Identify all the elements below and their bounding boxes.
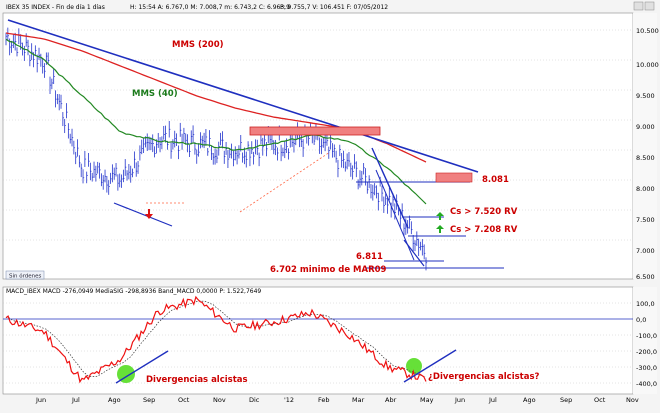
xtick-jun2: Jun (454, 396, 465, 404)
macd-ytick-200n: -200,0 (636, 348, 657, 356)
macd-ytick-100: 100,0 (636, 300, 655, 308)
xtick-nov2: Nov (626, 396, 639, 404)
resistance-zone-8081 (435, 172, 473, 183)
macd-panel (2, 286, 634, 395)
chart-header-ticker: IBEX 35 INDEX - Fin de día 1 días (6, 4, 105, 11)
xtick-nov: Nov (213, 396, 226, 404)
xtick-12: '12 (284, 396, 294, 404)
xtick-jun: Jun (35, 396, 46, 404)
annotation-mms40: MMS (40) (132, 89, 178, 99)
chart-header-extra: P: 9.755,7 V: 106.451 F: 07/05/2012 (280, 4, 388, 11)
xtick-sep: Sep (143, 396, 155, 404)
ytick-8500: 8.500 (636, 154, 655, 162)
xtick-jul: Jul (71, 396, 80, 404)
price-yaxis (633, 13, 657, 279)
ytick-10500: 10.500 (636, 27, 659, 35)
chart-header-ohlc: H: 15:54 A: 6.767,0 M: 7.008,7 m: 6.743,… (130, 4, 290, 11)
ytick-8000: 8.000 (636, 185, 655, 193)
xtick-abr: Abr (385, 396, 397, 404)
ytick-9000: 9.000 (636, 123, 655, 131)
macd-gridlines (3, 302, 633, 384)
macd-divergence-line-2 (403, 349, 457, 383)
macd-ytick-100n: -100,0 (636, 332, 657, 340)
fall-support-line (371, 147, 409, 229)
xtick-jul2: Jul (488, 396, 497, 404)
main-downtrend-line (7, 19, 479, 173)
green-highlight-may (406, 358, 422, 374)
macd-signal-line (5, 300, 427, 378)
macd-ytick-0: 0,0 (636, 316, 646, 324)
xtick-ago2: Ago (523, 396, 536, 404)
sin-ordenes-box[interactable] (5, 270, 45, 280)
annotation-min-mar09: 6.702 minimo de MAR09 (270, 265, 387, 275)
price-panel (2, 12, 634, 280)
sin-ordenes-label: Sin órdenes (9, 273, 42, 280)
xtick-sep2: Sep (560, 396, 572, 404)
xtick-feb: Feb (318, 396, 330, 404)
xtick-may: May (420, 396, 434, 404)
macd-header: MACD_IBEX MACD -276,0949 MediaSIG -298,8… (6, 288, 261, 295)
macd-yaxis (633, 287, 657, 394)
xtick-ago: Ago (108, 396, 121, 404)
annotation-divergencias-q: ¿Divergencias alcistas? (428, 372, 540, 382)
red-down-arrow-icon (145, 209, 153, 219)
xtick-oct2: Oct (594, 396, 606, 404)
ytick-10000: 10.000 (636, 61, 659, 69)
price-gridlines (3, 29, 633, 241)
xtick-dic: Dic (249, 396, 260, 404)
green-up-arrow-icon (436, 225, 444, 233)
ytick-7000: 7.000 (636, 247, 655, 255)
ytick-7500: 7.500 (636, 216, 655, 224)
green-up-arrow-icon (436, 212, 444, 220)
annotation-cs-7520: Cs > 7.520 RV (450, 207, 518, 217)
macd-ytick-300n: -300,0 (636, 364, 657, 372)
xtick-mar: Mar (352, 396, 365, 404)
mms40-line (5, 38, 427, 205)
green-highlight-aug (117, 365, 135, 383)
annotation-6811: 6.811 (356, 252, 383, 262)
aug-support-line (113, 202, 173, 227)
annotation-8081: 8.081 (482, 175, 509, 185)
scroll-up-button[interactable] (633, 1, 644, 11)
macd-ytick-400n: -400,0 (636, 380, 657, 388)
xtick-oct: Oct (178, 396, 190, 404)
macd-divergence-line-1 (115, 350, 169, 384)
annotation-divergencias: Divergencias alcistas (146, 375, 248, 385)
ytick-9500: 9.500 (636, 92, 655, 100)
macd-line (5, 295, 427, 384)
ytick-6500: 6.500 (636, 273, 655, 281)
scroll-down-button[interactable] (644, 1, 655, 11)
fall-resistance-line (375, 169, 415, 261)
x-axis: Jun Jul Ago Sep Oct Nov Dic '12 Feb Mar … (35, 396, 639, 404)
resistance-zone-top (249, 126, 381, 136)
annotation-mms200: MMS (200) (172, 40, 224, 50)
annotation-cs-7208: Cs > 7.208 RV (450, 225, 518, 235)
